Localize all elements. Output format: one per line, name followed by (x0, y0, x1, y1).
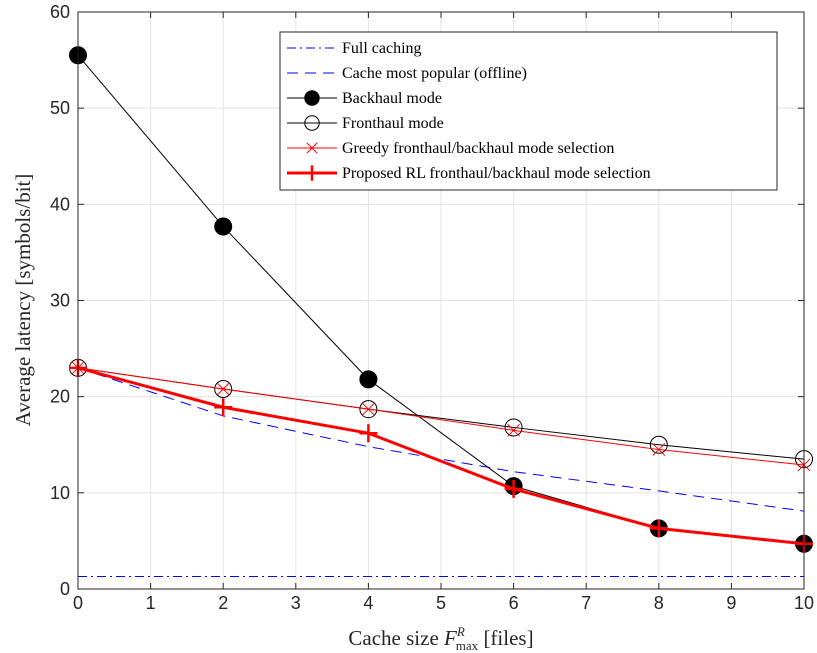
data-point (507, 423, 520, 437)
x-tick-label: 3 (291, 593, 301, 613)
series-line (77, 366, 805, 546)
data-point (214, 379, 233, 398)
data-point (304, 165, 320, 181)
y-tick-label: 20 (50, 387, 70, 407)
x-tick-label: 9 (726, 593, 736, 613)
y-tick-label: 60 (50, 2, 70, 22)
data-point (304, 90, 320, 106)
legend-item: Backhaul mode (287, 90, 442, 107)
x-tick-label: 5 (436, 593, 446, 613)
series-line (77, 367, 805, 466)
data-point (649, 519, 668, 538)
legend-label: Fronthaul mode (342, 115, 444, 132)
series (77, 367, 805, 512)
data-point (504, 479, 523, 498)
y-axis-label: Average latency [symbols/bit] (11, 174, 35, 427)
legend-box (279, 31, 778, 191)
series (71, 361, 811, 472)
legend-label: Full caching (342, 40, 422, 57)
legend-item: Full caching (287, 40, 422, 57)
data-point (362, 402, 375, 416)
series-line (77, 367, 805, 512)
x-tick-label: 1 (146, 593, 156, 613)
x-tick-label: 4 (363, 593, 373, 613)
legend-label: Backhaul mode (342, 90, 442, 107)
legend-item: Cache most popular (offline) (287, 65, 527, 82)
legend-item: Greedy fronthaul/backhaul mode selection (287, 140, 614, 157)
y-tick-label: 30 (50, 291, 70, 311)
y-tick-label: 50 (50, 98, 70, 118)
legend-label: Cache most popular (offline) (342, 65, 527, 82)
x-tick-label: 10 (794, 593, 814, 613)
x-tick-label: 8 (654, 593, 664, 613)
data-point (214, 398, 233, 417)
data-point (359, 424, 378, 443)
y-tick-label: 10 (50, 483, 70, 503)
data-point (652, 443, 666, 456)
ticks: 0 1 2 3 4 5 6 7 8 9 10 0 10 20 30 40 50 60 (50, 2, 814, 613)
legend-label: Greedy fronthaul/backhaul mode selection (342, 140, 614, 157)
series-group (69, 46, 813, 577)
y-tick-label: 40 (50, 194, 70, 214)
data-point (306, 142, 318, 154)
legend: Full caching Cache most popular (offline)… (279, 31, 778, 191)
x-tick-label: 0 (73, 593, 83, 613)
data-point (649, 435, 668, 454)
y-tick-label: 0 (60, 579, 70, 599)
legend-item: Proposed RL fronthaul/backhaul mode sele… (287, 165, 651, 182)
x-tick-label: 2 (218, 593, 228, 613)
data-point (214, 217, 233, 236)
x-tick-label: 6 (509, 593, 519, 613)
data-point (304, 115, 320, 131)
data-point (504, 418, 523, 437)
data-point (359, 370, 378, 389)
x-axis-label: Cache size FR max [files] (348, 624, 533, 653)
legend-item: Fronthaul mode (287, 115, 444, 132)
data-point (359, 400, 378, 419)
x-tick-label: 7 (581, 593, 591, 613)
legend-label: Proposed RL fronthaul/backhaul mode sele… (342, 165, 651, 182)
data-point (216, 382, 230, 396)
